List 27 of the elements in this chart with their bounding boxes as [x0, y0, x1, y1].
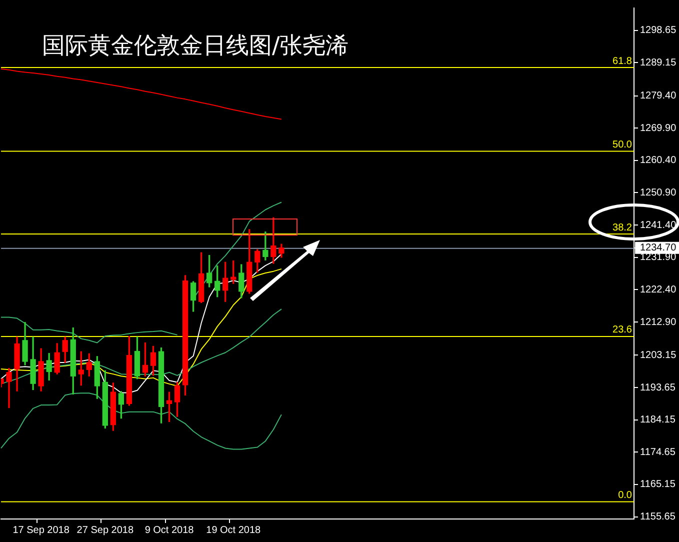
y-tick-label: 1193.65: [640, 382, 676, 394]
annotation: 50.0: [612, 139, 632, 150]
text: 国际黄金伦敦金日线图/张尧浠: [42, 32, 349, 61]
annotation: 23.6: [612, 324, 632, 336]
y-tick-label: 1165.15: [640, 479, 676, 490]
x-tick-label: 17 Sep 2018: [12, 524, 70, 536]
x-tick-label: 9 Oct 2018: [144, 524, 194, 536]
x-tick-label: 19 Oct 2018: [206, 524, 262, 536]
y-tick-label: 1155.65: [640, 512, 676, 523]
y-tick-label: 1174.65: [640, 446, 676, 458]
y-tick-label: 1241.40: [640, 220, 677, 231]
x-tick-label: 27 Sep 2018: [76, 524, 134, 536]
y-tick-label: 1250.90: [640, 187, 677, 198]
y-tick-label: 1289.15: [640, 57, 677, 68]
y-tick-label: 1234.70: [640, 242, 677, 254]
candlestick: [6, 368, 12, 408]
y-tick-label: 1203.15: [640, 350, 677, 361]
y-tick-label: 1184.15: [640, 414, 676, 426]
y-tick-label: 1222.40: [640, 284, 677, 296]
y-tick-label: 1212.90: [640, 316, 677, 328]
annotation: 0.0: [618, 490, 632, 502]
annotation: 61.8: [612, 56, 632, 67]
y-tick-label: 1260.40: [640, 155, 677, 166]
y-tick-label: 1269.90: [640, 122, 677, 134]
y-tick-label: 1298.65: [640, 25, 677, 36]
y-tick-label: 1279.40: [640, 90, 677, 102]
annotation: 38.2: [612, 222, 632, 234]
